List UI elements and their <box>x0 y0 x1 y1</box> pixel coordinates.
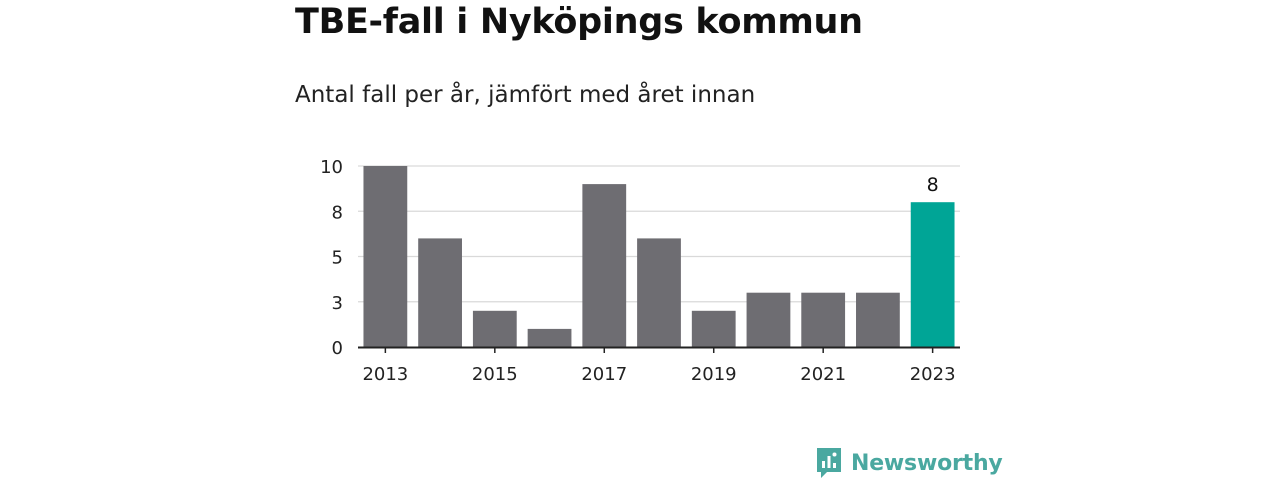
bar-2018 <box>637 238 681 347</box>
x-axis-ticks: 2013 2015 2017 2019 2021 2023 <box>362 347 956 385</box>
bar-chart-speech-bubble-icon <box>817 448 841 478</box>
x-tick-label: 2023 <box>910 364 956 385</box>
x-tick-label: 2015 <box>472 364 518 385</box>
bar-2013 <box>363 166 408 347</box>
bar-2022 <box>856 292 900 347</box>
y-axis-ticks: 0 3 5 8 10 <box>320 157 343 359</box>
bar-2014 <box>418 238 462 347</box>
bar-2020 <box>746 292 791 347</box>
y-tick-label: 0 <box>332 338 343 359</box>
x-tick-label: 2013 <box>362 364 408 385</box>
x-tick-label: 2017 <box>581 364 627 385</box>
x-tick-label: 2021 <box>800 364 846 385</box>
y-tick-label: 5 <box>332 248 343 269</box>
data-label: 8 <box>927 174 939 196</box>
bar-2017 <box>582 184 627 347</box>
bars <box>363 166 955 347</box>
bar-2019 <box>691 310 736 347</box>
y-tick-label: 10 <box>320 157 343 178</box>
x-tick-label: 2019 <box>691 364 737 385</box>
data-labels: 8 <box>927 174 939 196</box>
bar-2021 <box>801 292 846 347</box>
bar-2023 <box>910 202 955 347</box>
bar-2016 <box>527 328 572 347</box>
brand-logo: Newsworthy <box>815 446 1003 480</box>
y-tick-label: 3 <box>332 293 343 314</box>
bar-chart: 0 3 5 8 10 2013 2015 2017 2019 2021 2023 8 <box>320 157 960 385</box>
y-tick-label: 8 <box>332 202 343 223</box>
brand-name: Newsworthy <box>851 450 1003 476</box>
chart-title: TBE-fall i Nyköpings kommun <box>295 2 863 42</box>
chart-subtitle: Antal fall per år, jämfört med året inna… <box>295 82 756 108</box>
bar-2015 <box>472 310 517 347</box>
